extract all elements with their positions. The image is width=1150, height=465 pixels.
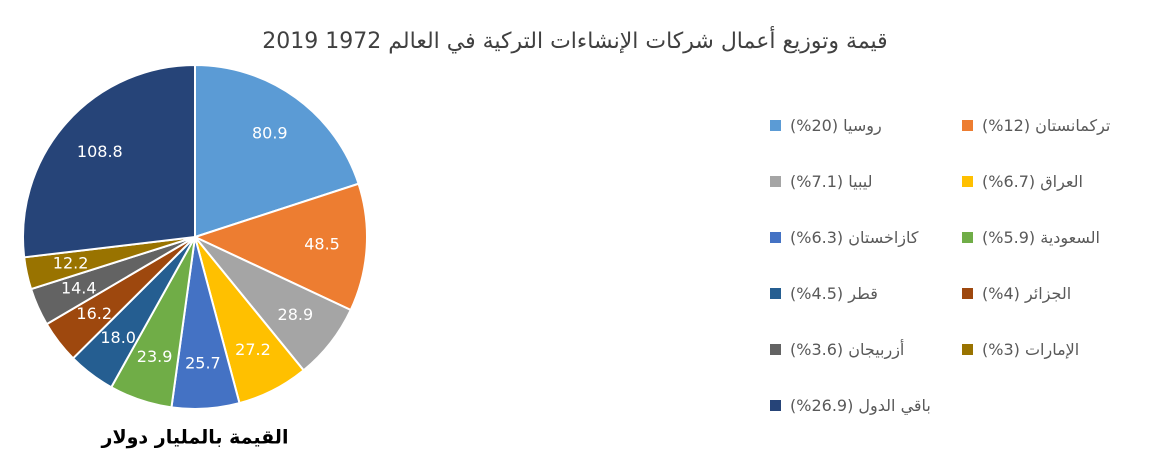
legend-label: قطر (4.5%) xyxy=(790,284,878,303)
data-label: 12.2 xyxy=(53,253,89,272)
legend-swatch xyxy=(770,400,781,411)
legend-item: العراق (6.7%) xyxy=(962,172,1083,191)
legend-label: كازاخستان (6.3%) xyxy=(790,228,919,247)
legend-label: تركمانستان (12%) xyxy=(982,116,1111,135)
legend-item: كازاخستان (6.3%) xyxy=(770,228,919,247)
data-label: 14.4 xyxy=(61,278,97,297)
unit-note: القيمة بالمليار دولار xyxy=(101,427,289,449)
legend-swatch xyxy=(770,288,781,299)
pie-slice xyxy=(22,63,196,259)
data-label: 23.9 xyxy=(137,347,173,366)
legend-item: السعودية (5.9%) xyxy=(962,228,1100,247)
data-label: 108.8 xyxy=(77,142,123,161)
legend-label: ليبيا (7.1%) xyxy=(790,172,873,191)
legend-label: باقي الدول (26.9%) xyxy=(790,396,931,415)
legend-item: الإمارات (3%) xyxy=(962,340,1079,359)
legend-label: أزربيجان (3.6%) xyxy=(790,340,905,359)
legend-label: الإمارات (3%) xyxy=(982,340,1080,359)
data-label: 80.9 xyxy=(252,124,288,143)
legend-label: السعودية (5.9%) xyxy=(982,228,1100,247)
legend-swatch xyxy=(770,120,781,131)
legend-label: الجزائر (4%) xyxy=(982,284,1072,303)
legend-swatch xyxy=(962,176,973,187)
legend-item: أزربيجان (3.6%) xyxy=(770,340,904,359)
legend-swatch xyxy=(962,120,973,131)
legend-item: باقي الدول (26.9%) xyxy=(770,396,931,415)
legend-swatch xyxy=(770,176,781,187)
data-label: 18.0 xyxy=(100,328,136,347)
legend-item: روسيا (20%) xyxy=(770,116,882,135)
data-label: 28.9 xyxy=(278,305,314,324)
legend-swatch xyxy=(770,344,781,355)
legend-item: تركمانستان (12%) xyxy=(962,116,1110,135)
legend-item: الجزائر (4%) xyxy=(962,284,1071,303)
data-label: 16.2 xyxy=(76,304,112,323)
legend-swatch xyxy=(770,232,781,243)
legend-label: روسيا (20%) xyxy=(790,116,882,135)
legend-swatch xyxy=(962,232,973,243)
legend-label: العراق (6.7%) xyxy=(982,172,1083,191)
data-label: 25.7 xyxy=(185,354,221,373)
pie-slice xyxy=(192,182,368,312)
legend-item: قطر (4.5%) xyxy=(770,284,878,303)
pie-slice xyxy=(194,63,360,239)
legend-swatch xyxy=(962,344,973,355)
data-label: 48.5 xyxy=(304,234,340,253)
chart-title: قيمة وتوزيع أعمال شركات الإنشاءات التركي… xyxy=(262,26,887,54)
legend-item: ليبيا (7.1%) xyxy=(770,172,872,191)
data-label: 27.2 xyxy=(235,340,271,359)
legend-swatch xyxy=(962,288,973,299)
